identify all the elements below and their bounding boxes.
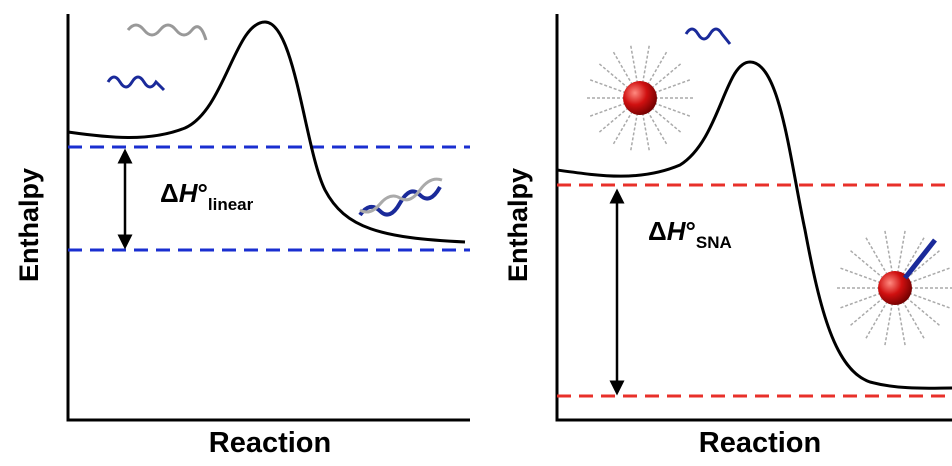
axes	[66, 14, 470, 422]
gold-core	[878, 271, 912, 305]
x-label: Reaction	[209, 427, 331, 459]
energy-curve	[556, 60, 952, 390]
strand	[639, 43, 651, 99]
strand	[639, 97, 669, 147]
axes	[555, 14, 952, 422]
symbol: H	[667, 216, 687, 246]
panel-linear: ΔH°linear Enthalpy Reaction	[14, 14, 470, 459]
x-label: Reaction	[699, 427, 821, 459]
strand	[639, 97, 683, 134]
degree: °	[197, 178, 207, 208]
delta: Δ	[648, 216, 667, 246]
gold-core	[623, 81, 657, 115]
y-label: Enthalpy	[14, 168, 44, 282]
strand	[588, 97, 641, 118]
strand	[639, 78, 692, 99]
y-label: Enthalpy	[503, 168, 533, 282]
strand	[597, 62, 641, 99]
strand	[639, 49, 669, 99]
delta-label: ΔH°SNA	[648, 216, 732, 252]
strand	[611, 97, 641, 147]
strand	[639, 62, 683, 99]
strand	[611, 49, 641, 99]
delta: Δ	[160, 178, 179, 208]
single-strand	[684, 27, 732, 45]
degree: °	[685, 216, 695, 246]
strand	[639, 97, 692, 118]
subscript: SNA	[696, 233, 732, 252]
duplex	[359, 177, 443, 214]
duplex	[903, 238, 937, 280]
subscript: linear	[208, 195, 254, 214]
strand	[597, 97, 641, 134]
strand	[629, 43, 641, 99]
strand	[639, 97, 651, 153]
energy-curve	[67, 20, 466, 244]
duplex	[358, 185, 442, 217]
single-strand	[126, 23, 208, 41]
symbol: H	[179, 178, 199, 208]
single-strand	[106, 75, 166, 92]
delta-label: ΔH°linear	[160, 178, 254, 214]
panel-sna: ΔH°SNA Enthalpy Reaction	[503, 14, 952, 459]
strand	[629, 97, 641, 153]
strand	[588, 78, 641, 99]
